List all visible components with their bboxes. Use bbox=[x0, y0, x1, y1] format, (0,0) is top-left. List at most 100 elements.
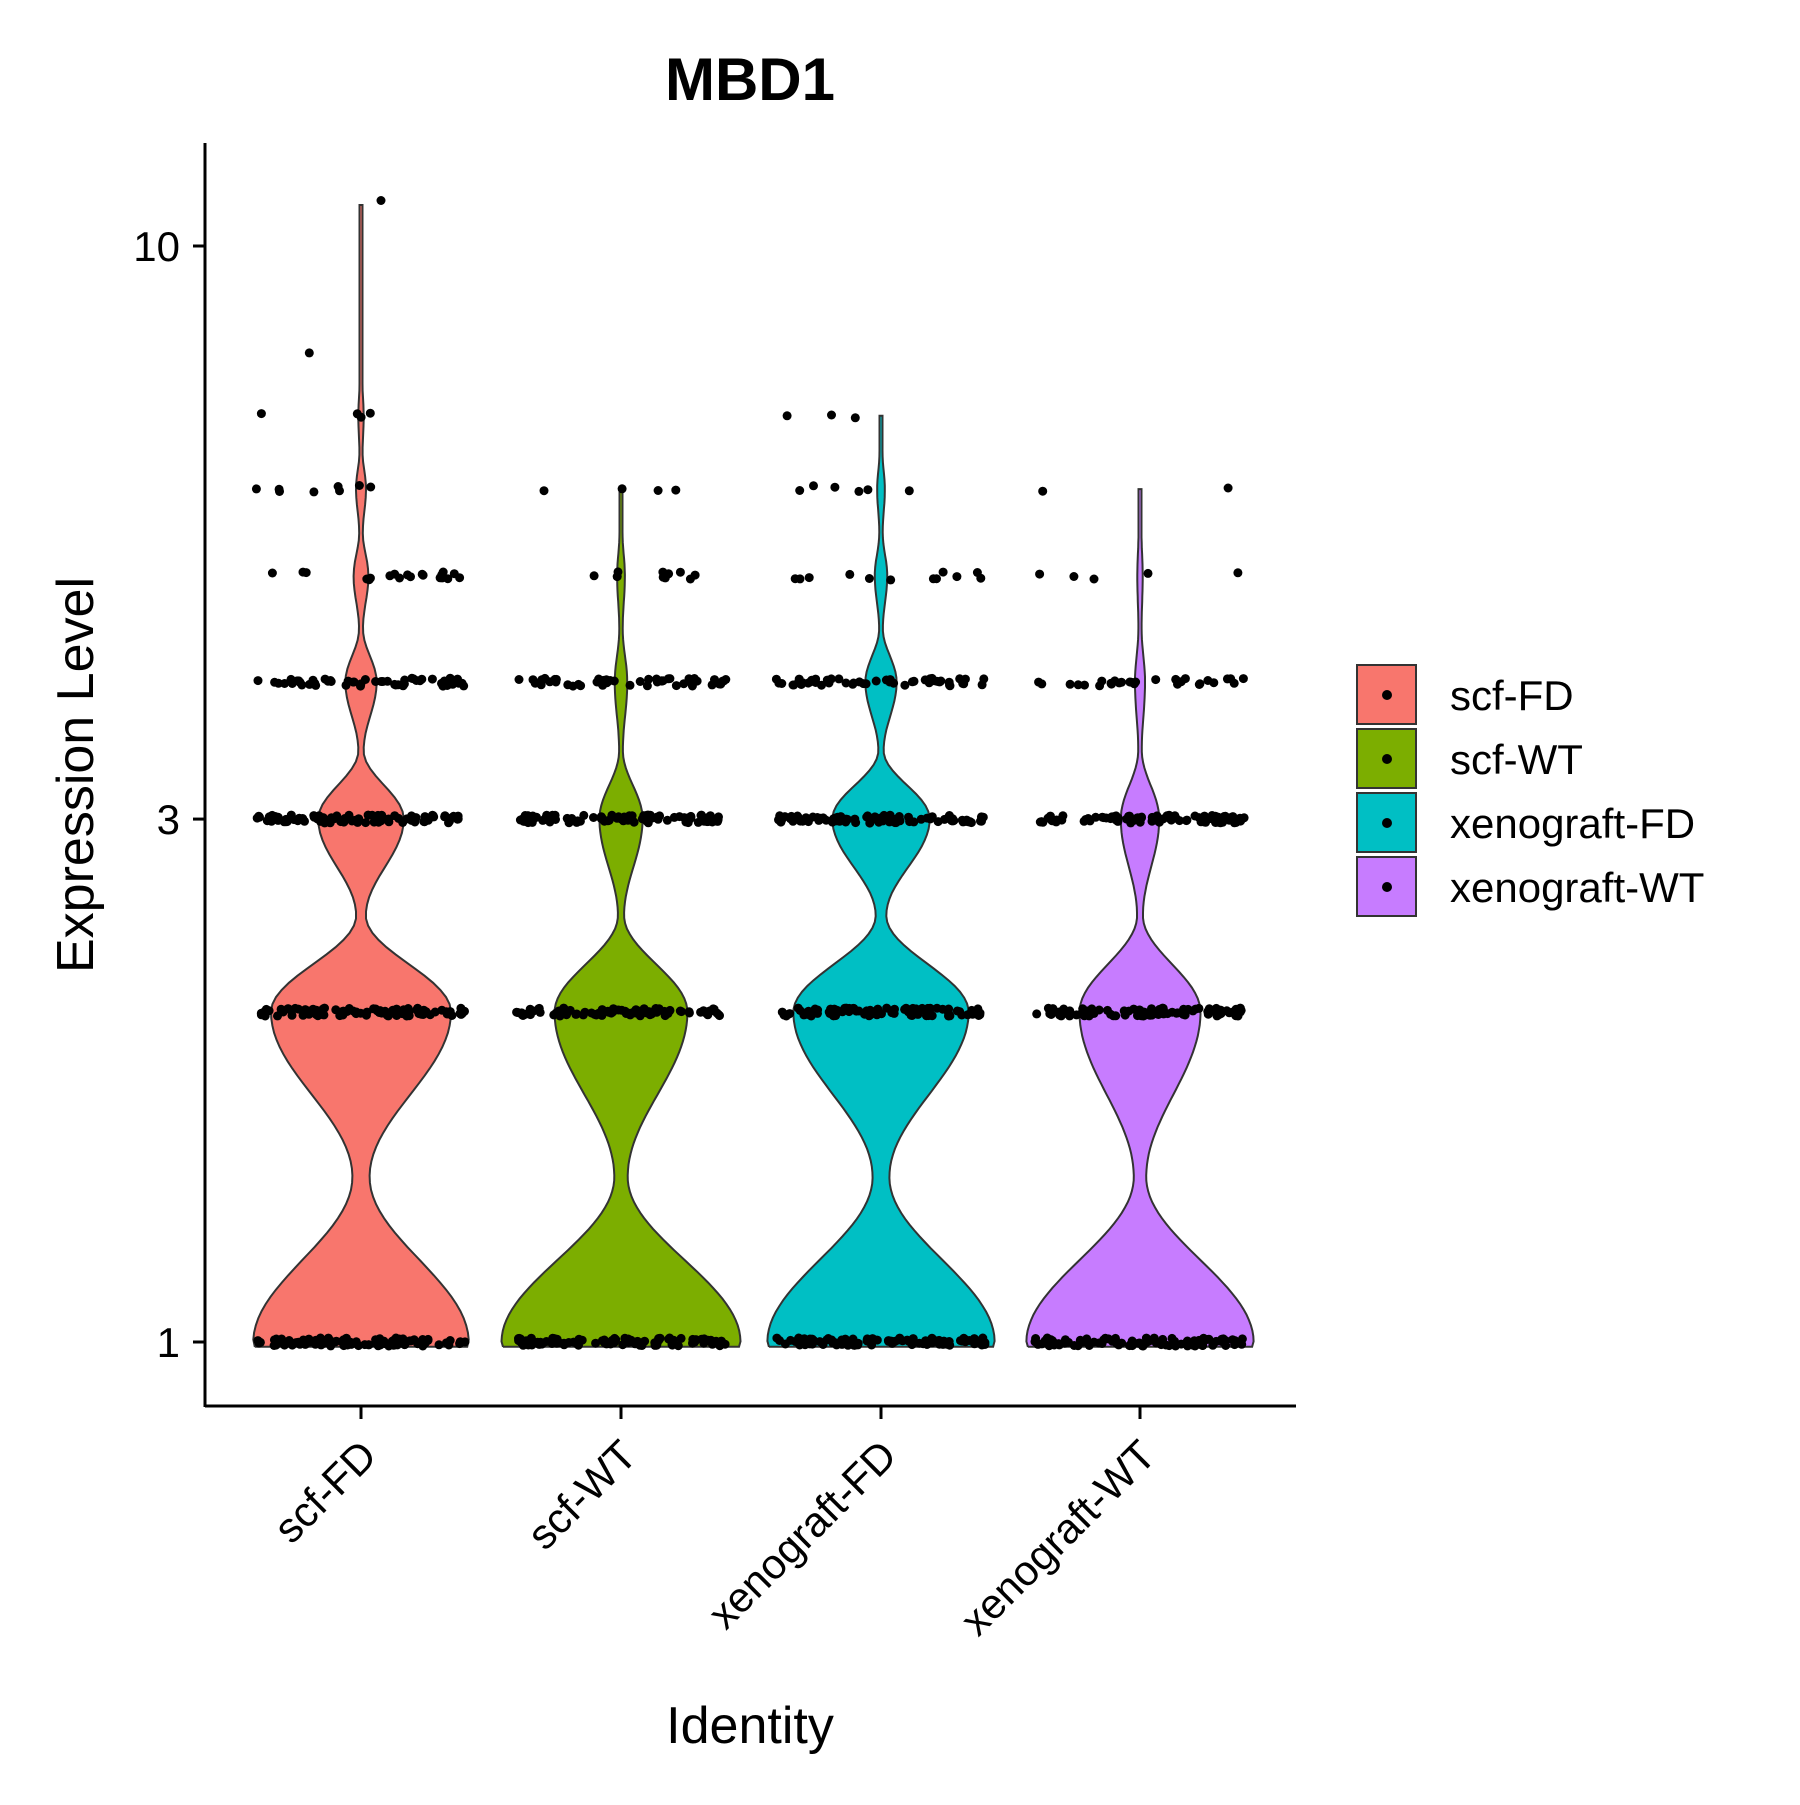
data-point bbox=[445, 675, 455, 685]
data-point bbox=[604, 1007, 614, 1017]
data-point bbox=[1167, 1007, 1177, 1017]
data-point bbox=[1113, 813, 1123, 823]
data-point bbox=[1180, 674, 1190, 684]
data-point bbox=[675, 812, 684, 822]
data-point bbox=[395, 573, 404, 583]
data-point bbox=[354, 481, 364, 490]
data-point bbox=[267, 568, 277, 578]
data-point bbox=[455, 573, 465, 583]
data-point bbox=[671, 681, 681, 691]
data-point bbox=[290, 1003, 300, 1013]
data-point bbox=[939, 1336, 949, 1346]
data-point bbox=[519, 814, 528, 824]
data-point bbox=[390, 679, 400, 689]
data-point bbox=[427, 674, 437, 684]
data-point bbox=[969, 1334, 979, 1344]
data-point bbox=[1194, 680, 1204, 689]
data-point bbox=[1097, 676, 1107, 686]
data-point bbox=[952, 572, 962, 582]
data-point bbox=[642, 681, 652, 691]
data-point bbox=[665, 674, 675, 684]
data-point bbox=[798, 1334, 808, 1344]
data-point bbox=[1069, 1341, 1079, 1350]
data-point bbox=[1035, 569, 1045, 579]
data-point bbox=[527, 1340, 537, 1350]
data-point bbox=[1164, 810, 1174, 820]
violins-layer bbox=[252, 204, 1255, 1348]
data-point bbox=[356, 681, 365, 691]
data-point bbox=[576, 681, 586, 691]
data-point bbox=[654, 1004, 664, 1014]
data-point bbox=[283, 1004, 293, 1014]
data-point bbox=[780, 1339, 790, 1349]
data-point bbox=[707, 817, 717, 827]
data-point bbox=[925, 814, 935, 824]
data-point bbox=[549, 1010, 559, 1020]
data-point bbox=[1171, 674, 1181, 684]
data-point bbox=[685, 574, 695, 584]
data-point bbox=[1238, 674, 1248, 684]
data-point bbox=[1038, 486, 1048, 496]
data-point bbox=[445, 1336, 455, 1345]
data-point bbox=[273, 1011, 282, 1021]
data-point bbox=[925, 1003, 935, 1013]
data-point bbox=[251, 484, 261, 494]
data-point bbox=[900, 680, 910, 690]
data-point bbox=[311, 1005, 321, 1015]
data-point bbox=[653, 486, 663, 495]
data-point bbox=[587, 1008, 596, 1018]
data-point bbox=[658, 567, 668, 577]
data-point bbox=[560, 1005, 570, 1015]
data-point bbox=[413, 1339, 423, 1349]
data-point bbox=[970, 1007, 980, 1017]
data-point bbox=[881, 675, 891, 685]
data-point bbox=[274, 484, 284, 494]
data-point bbox=[276, 1004, 286, 1014]
data-point bbox=[864, 574, 874, 583]
data-point bbox=[407, 811, 416, 821]
data-point bbox=[887, 1008, 897, 1018]
data-point bbox=[850, 413, 860, 423]
data-point bbox=[949, 816, 959, 826]
data-point bbox=[916, 814, 926, 824]
data-point bbox=[298, 1335, 308, 1345]
data-point bbox=[598, 814, 607, 824]
data-point bbox=[908, 1003, 918, 1013]
data-point bbox=[1060, 1338, 1070, 1348]
data-point bbox=[1203, 676, 1213, 685]
data-point bbox=[813, 1008, 822, 1018]
data-point bbox=[823, 1334, 833, 1343]
data-point bbox=[1223, 483, 1233, 493]
data-point bbox=[667, 1339, 677, 1349]
data-point bbox=[323, 1333, 333, 1343]
data-point bbox=[607, 810, 617, 820]
data-point bbox=[925, 674, 935, 684]
data-point bbox=[944, 677, 954, 687]
legend-key-point bbox=[1382, 818, 1392, 828]
data-point bbox=[976, 573, 986, 583]
data-point bbox=[308, 678, 318, 688]
data-point bbox=[977, 1340, 987, 1350]
data-point bbox=[1211, 811, 1220, 821]
data-point bbox=[289, 815, 299, 825]
data-point bbox=[1046, 1337, 1056, 1347]
data-point bbox=[525, 1004, 535, 1014]
data-point bbox=[679, 679, 689, 689]
data-point bbox=[1034, 677, 1044, 687]
legend-label: xenograft-FD bbox=[1450, 800, 1695, 847]
y-tick-label: 10 bbox=[133, 223, 180, 270]
data-point bbox=[850, 814, 860, 824]
data-point bbox=[1141, 1338, 1151, 1348]
data-point bbox=[361, 818, 371, 828]
data-point bbox=[589, 813, 598, 822]
data-point bbox=[815, 813, 825, 823]
data-point bbox=[867, 1340, 877, 1350]
data-point bbox=[924, 1011, 934, 1021]
data-point bbox=[384, 817, 394, 827]
y-axis-title: Expression Level bbox=[47, 577, 105, 973]
data-point bbox=[443, 574, 453, 584]
data-point bbox=[429, 812, 439, 822]
data-point bbox=[1171, 813, 1181, 823]
data-point bbox=[1216, 1005, 1226, 1015]
